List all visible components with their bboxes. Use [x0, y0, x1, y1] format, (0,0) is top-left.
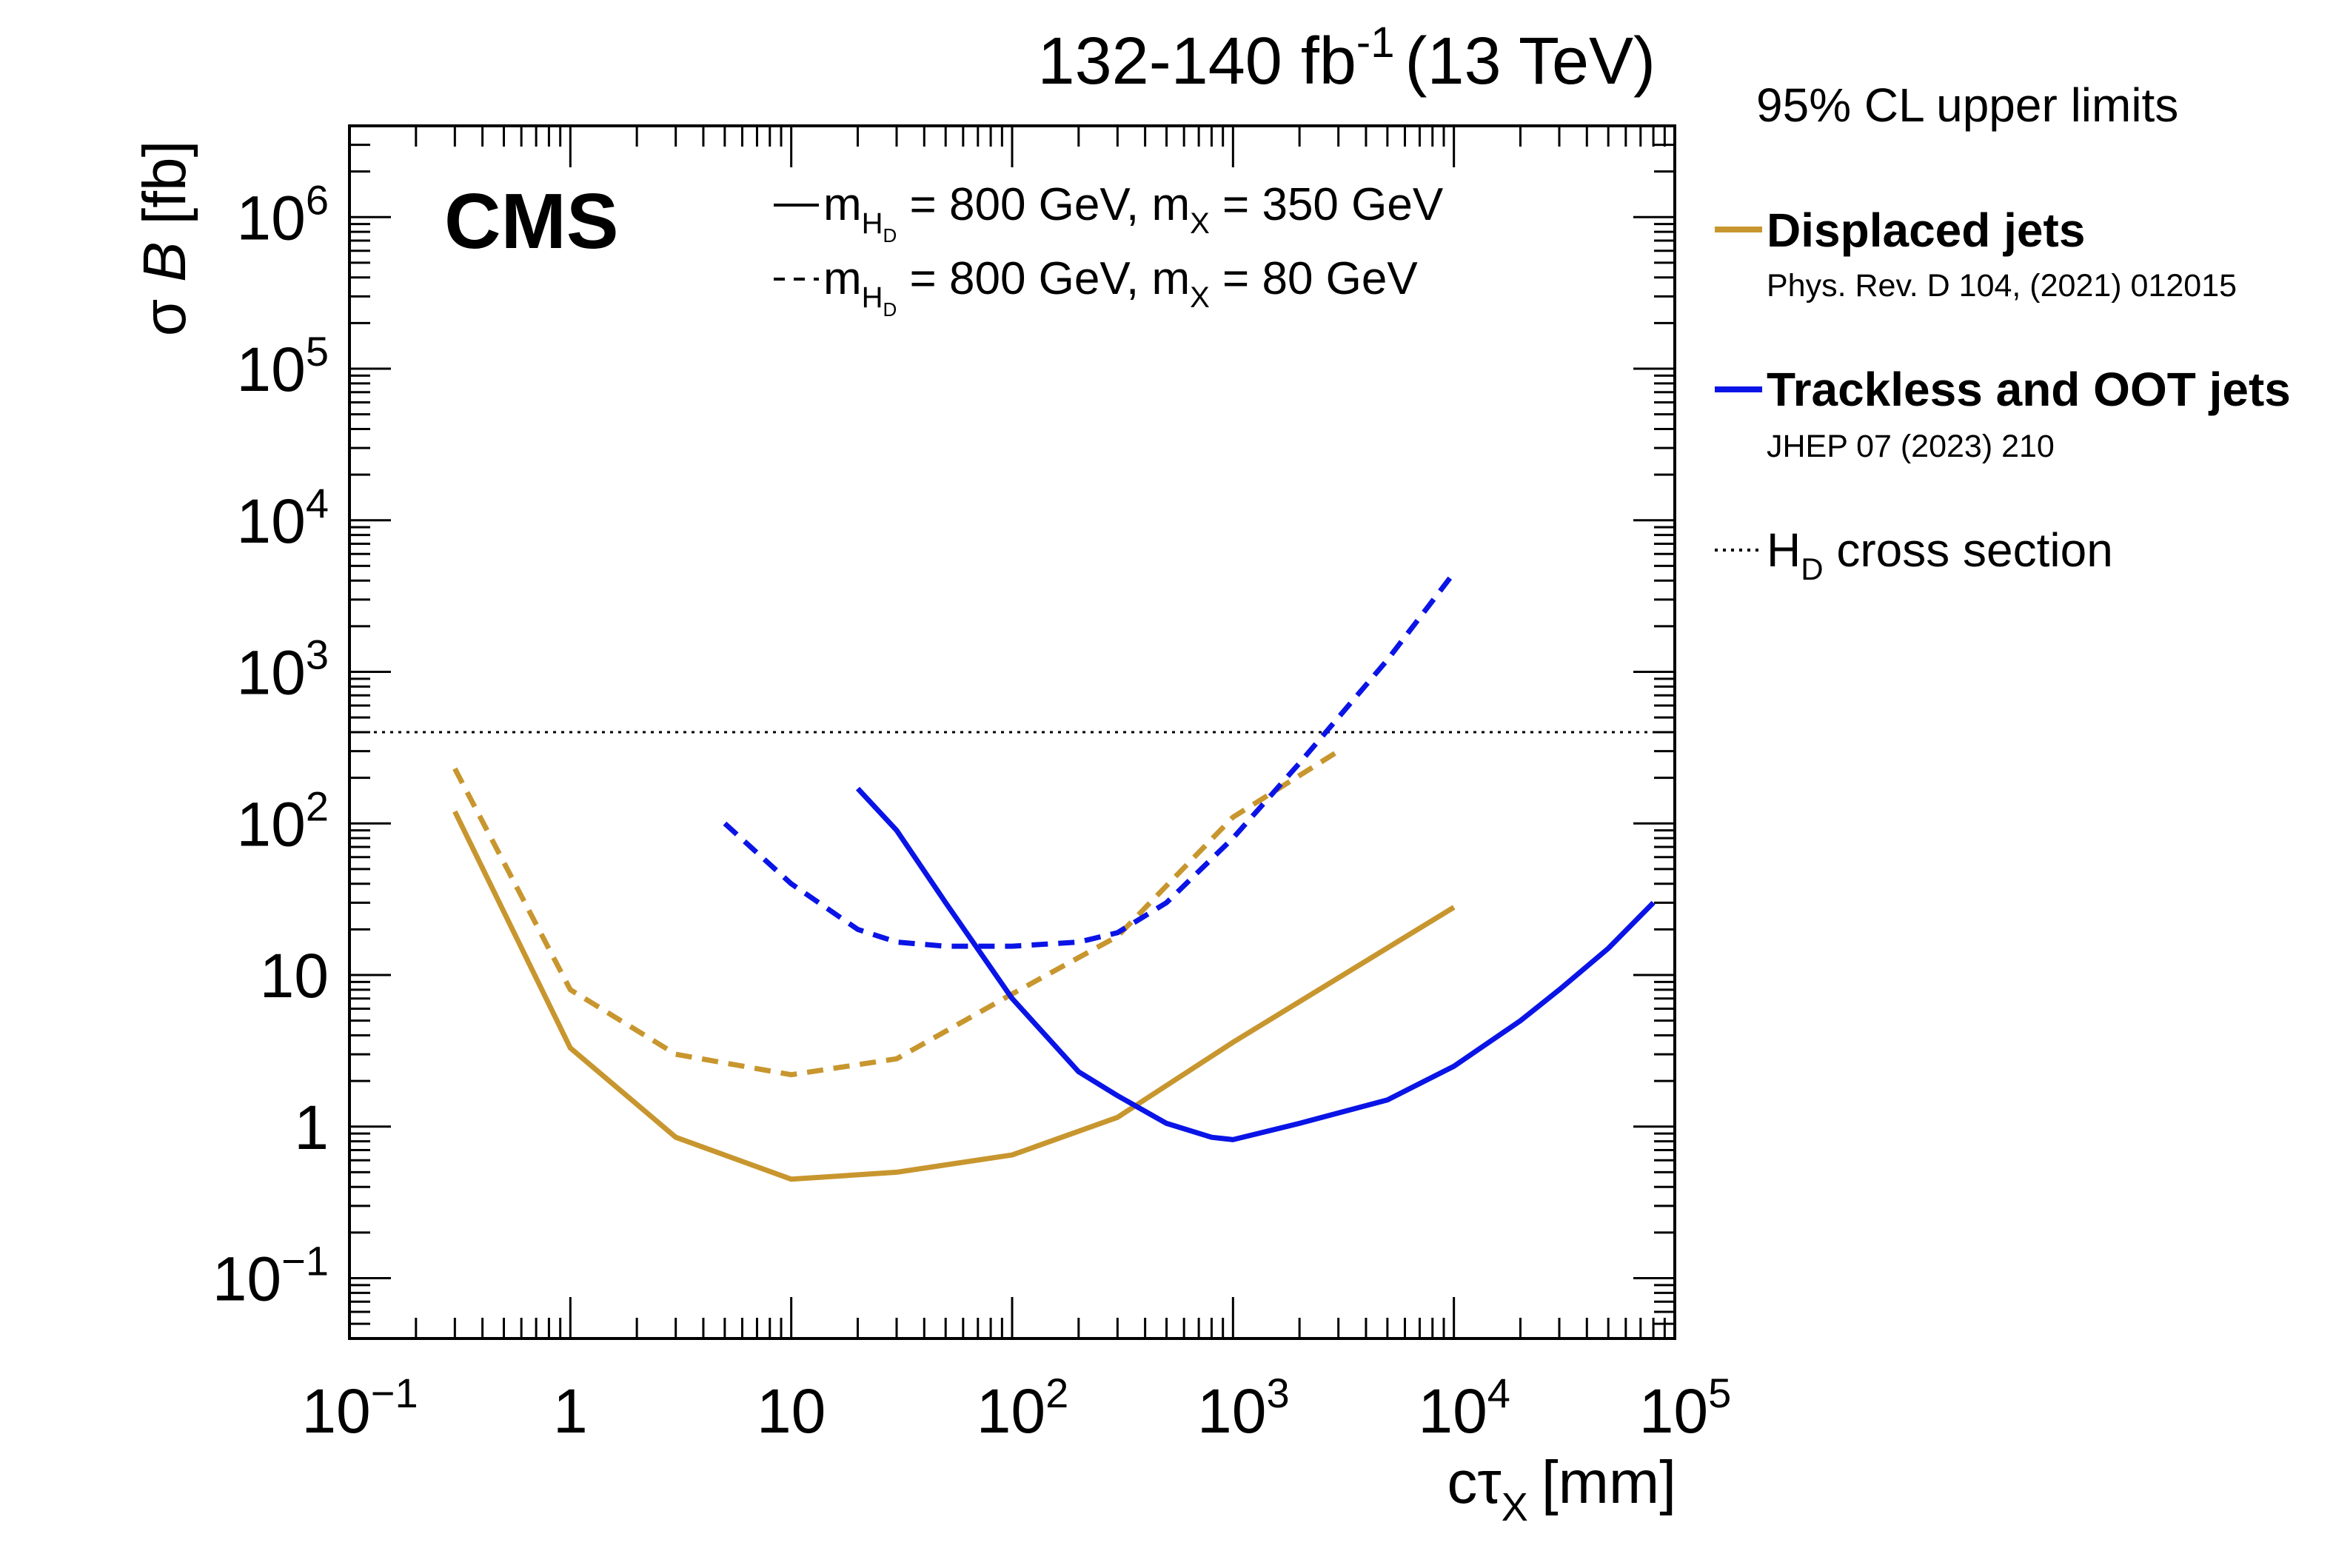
- x-tick-label: 104: [1418, 1370, 1510, 1446]
- legend-ref-displaced-jets: Phys. Rev. D 104, (2021) 012015: [1767, 268, 2237, 304]
- legend-xsec-h: H: [1767, 523, 1801, 577]
- mass-legend-2-text1: = 800 GeV, m: [897, 253, 1190, 304]
- mass-legend-2-text2: = 80 GeV: [1210, 253, 1419, 304]
- cms-label: CMS: [444, 178, 619, 265]
- x-tick-label-exponent: 2: [1045, 1370, 1068, 1416]
- y-tick-label-exponent: 6: [306, 176, 329, 223]
- plot-frame: 10−1 1 10 102 103 104 10510−111010210310410510…: [212, 124, 1732, 1446]
- y-tick-label: 10−1: [212, 1238, 329, 1314]
- lumi-unit: fb: [1301, 24, 1356, 98]
- x-tick-label-base: 10: [1197, 1376, 1266, 1446]
- x-tick-label-base: 10: [757, 1376, 826, 1446]
- y-tick-label-base: 10: [236, 183, 305, 252]
- mass-legend-entry-1: mHD = 800 GeV, mX = 350 GeV: [823, 179, 1444, 247]
- series-line-3: [855, 786, 1656, 1142]
- mass-legend: mHD = 800 GeV, mX = 350 GeV mHD = 800 Ge…: [774, 179, 1444, 321]
- y-tick-label-base: 10: [236, 486, 305, 556]
- chart-title: 132-140 fb-1 (13 TeV): [1038, 19, 1656, 98]
- x-tick-label: 102: [977, 1370, 1069, 1446]
- series-group: [452, 571, 1656, 1182]
- x-tick-label-base: 10: [301, 1376, 370, 1446]
- legend-heading: 95% CL upper limits: [1756, 78, 2178, 132]
- x-tick-label-base: 10: [1418, 1376, 1487, 1446]
- y-tick-label-base: 10: [236, 335, 305, 404]
- x-tick-label-base: 10: [1639, 1376, 1708, 1446]
- y-tick-label: 106: [236, 176, 329, 252]
- y-tick-label-exponent: 3: [306, 631, 329, 678]
- x-axis-label: cτX [mm]: [1447, 1449, 1676, 1530]
- x-tick-label: 105: [1639, 1370, 1732, 1446]
- y-tick-label-exponent: 4: [306, 480, 329, 526]
- series-line-2: [452, 748, 1340, 1078]
- y-tick-label-exponent: −1: [281, 1238, 329, 1284]
- y-tick-label-exponent: 5: [306, 328, 329, 375]
- x-tick-label-base: 10: [977, 1376, 1045, 1446]
- y-axis-sigma: σ: [131, 299, 198, 337]
- legend: 95% CL upper limits Displaced jets Phys.…: [1715, 78, 2291, 586]
- lumi-value: 132-140: [1038, 24, 1282, 98]
- mass-legend-2-x: X: [1190, 281, 1210, 314]
- y-axis-unit: [fb]: [131, 141, 198, 225]
- mass-legend-1-x: X: [1190, 207, 1210, 240]
- series-line-1: [452, 810, 1456, 1182]
- legend-xsec-sub: D: [1801, 552, 1823, 586]
- y-tick-label-base: 1: [294, 1093, 329, 1162]
- energy-label: (13 TeV): [1405, 24, 1656, 98]
- x-tick-label-exponent: 3: [1266, 1370, 1289, 1416]
- y-axis-label: σ B [fb]: [131, 141, 198, 337]
- y-tick-label-base: 10: [260, 941, 329, 1011]
- y-tick-label: 1: [294, 1093, 329, 1162]
- mass-legend-1-text1: = 800 GeV, m: [897, 179, 1190, 230]
- mass-legend-1-text2: = 350 GeV: [1210, 179, 1444, 230]
- series-line-4: [723, 571, 1456, 949]
- mass-legend-entry-2: mHD = 800 GeV, mX = 80 GeV: [823, 253, 1418, 321]
- y-tick-label: 10: [260, 941, 329, 1011]
- mass-legend-2-h: H: [862, 281, 883, 314]
- x-tick-label-exponent: −1: [371, 1370, 418, 1416]
- x-tick-label: 103: [1197, 1370, 1290, 1446]
- legend-xsec-text: cross section: [1824, 523, 2113, 577]
- legend-label-hd-cross-section: HD cross section: [1767, 523, 2113, 586]
- y-tick-label: 105: [236, 328, 329, 404]
- x-tick-label: 10: [757, 1376, 826, 1446]
- x-tick-label-exponent: 4: [1487, 1370, 1510, 1416]
- tick-labels: 10−1 1 10 102 103 104 10510−111010210310410510…: [212, 176, 1732, 1446]
- mass-legend-1-m: m: [823, 179, 862, 230]
- y-tick-label-exponent: 2: [306, 783, 329, 829]
- y-tick-label: 103: [236, 631, 329, 708]
- y-tick-label: 102: [236, 783, 329, 859]
- mass-legend-1-h: H: [862, 207, 883, 240]
- y-tick-label: 104: [236, 480, 329, 556]
- x-axis-sub: X: [1502, 1485, 1528, 1530]
- lumi-exponent: -1: [1356, 19, 1395, 67]
- x-tick-label: 1: [553, 1376, 588, 1446]
- x-axis-ctau: cτ: [1447, 1449, 1501, 1516]
- mass-legend-1-d: D: [883, 224, 897, 247]
- mass-legend-2-m: m: [823, 253, 862, 304]
- y-tick-label-base: 10: [236, 638, 305, 708]
- y-tick-label-base: 10: [212, 1244, 281, 1314]
- x-tick-label: 10−1: [301, 1370, 418, 1446]
- legend-label-trackless-oot-jets: Trackless and OOT jets: [1767, 363, 2291, 416]
- plot-border: [348, 124, 1676, 1340]
- x-tick-label-exponent: 5: [1708, 1370, 1731, 1416]
- legend-label-displaced-jets: Displaced jets: [1767, 204, 2085, 257]
- y-tick-label-base: 10: [236, 789, 305, 859]
- legend-ref-trackless-oot-jets: JHEP 07 (2023) 210: [1767, 429, 2055, 464]
- x-axis-unit: [mm]: [1542, 1449, 1676, 1516]
- mass-legend-2-d: D: [883, 298, 897, 321]
- x-tick-label-base: 1: [553, 1376, 588, 1446]
- y-axis-b: B: [131, 241, 198, 282]
